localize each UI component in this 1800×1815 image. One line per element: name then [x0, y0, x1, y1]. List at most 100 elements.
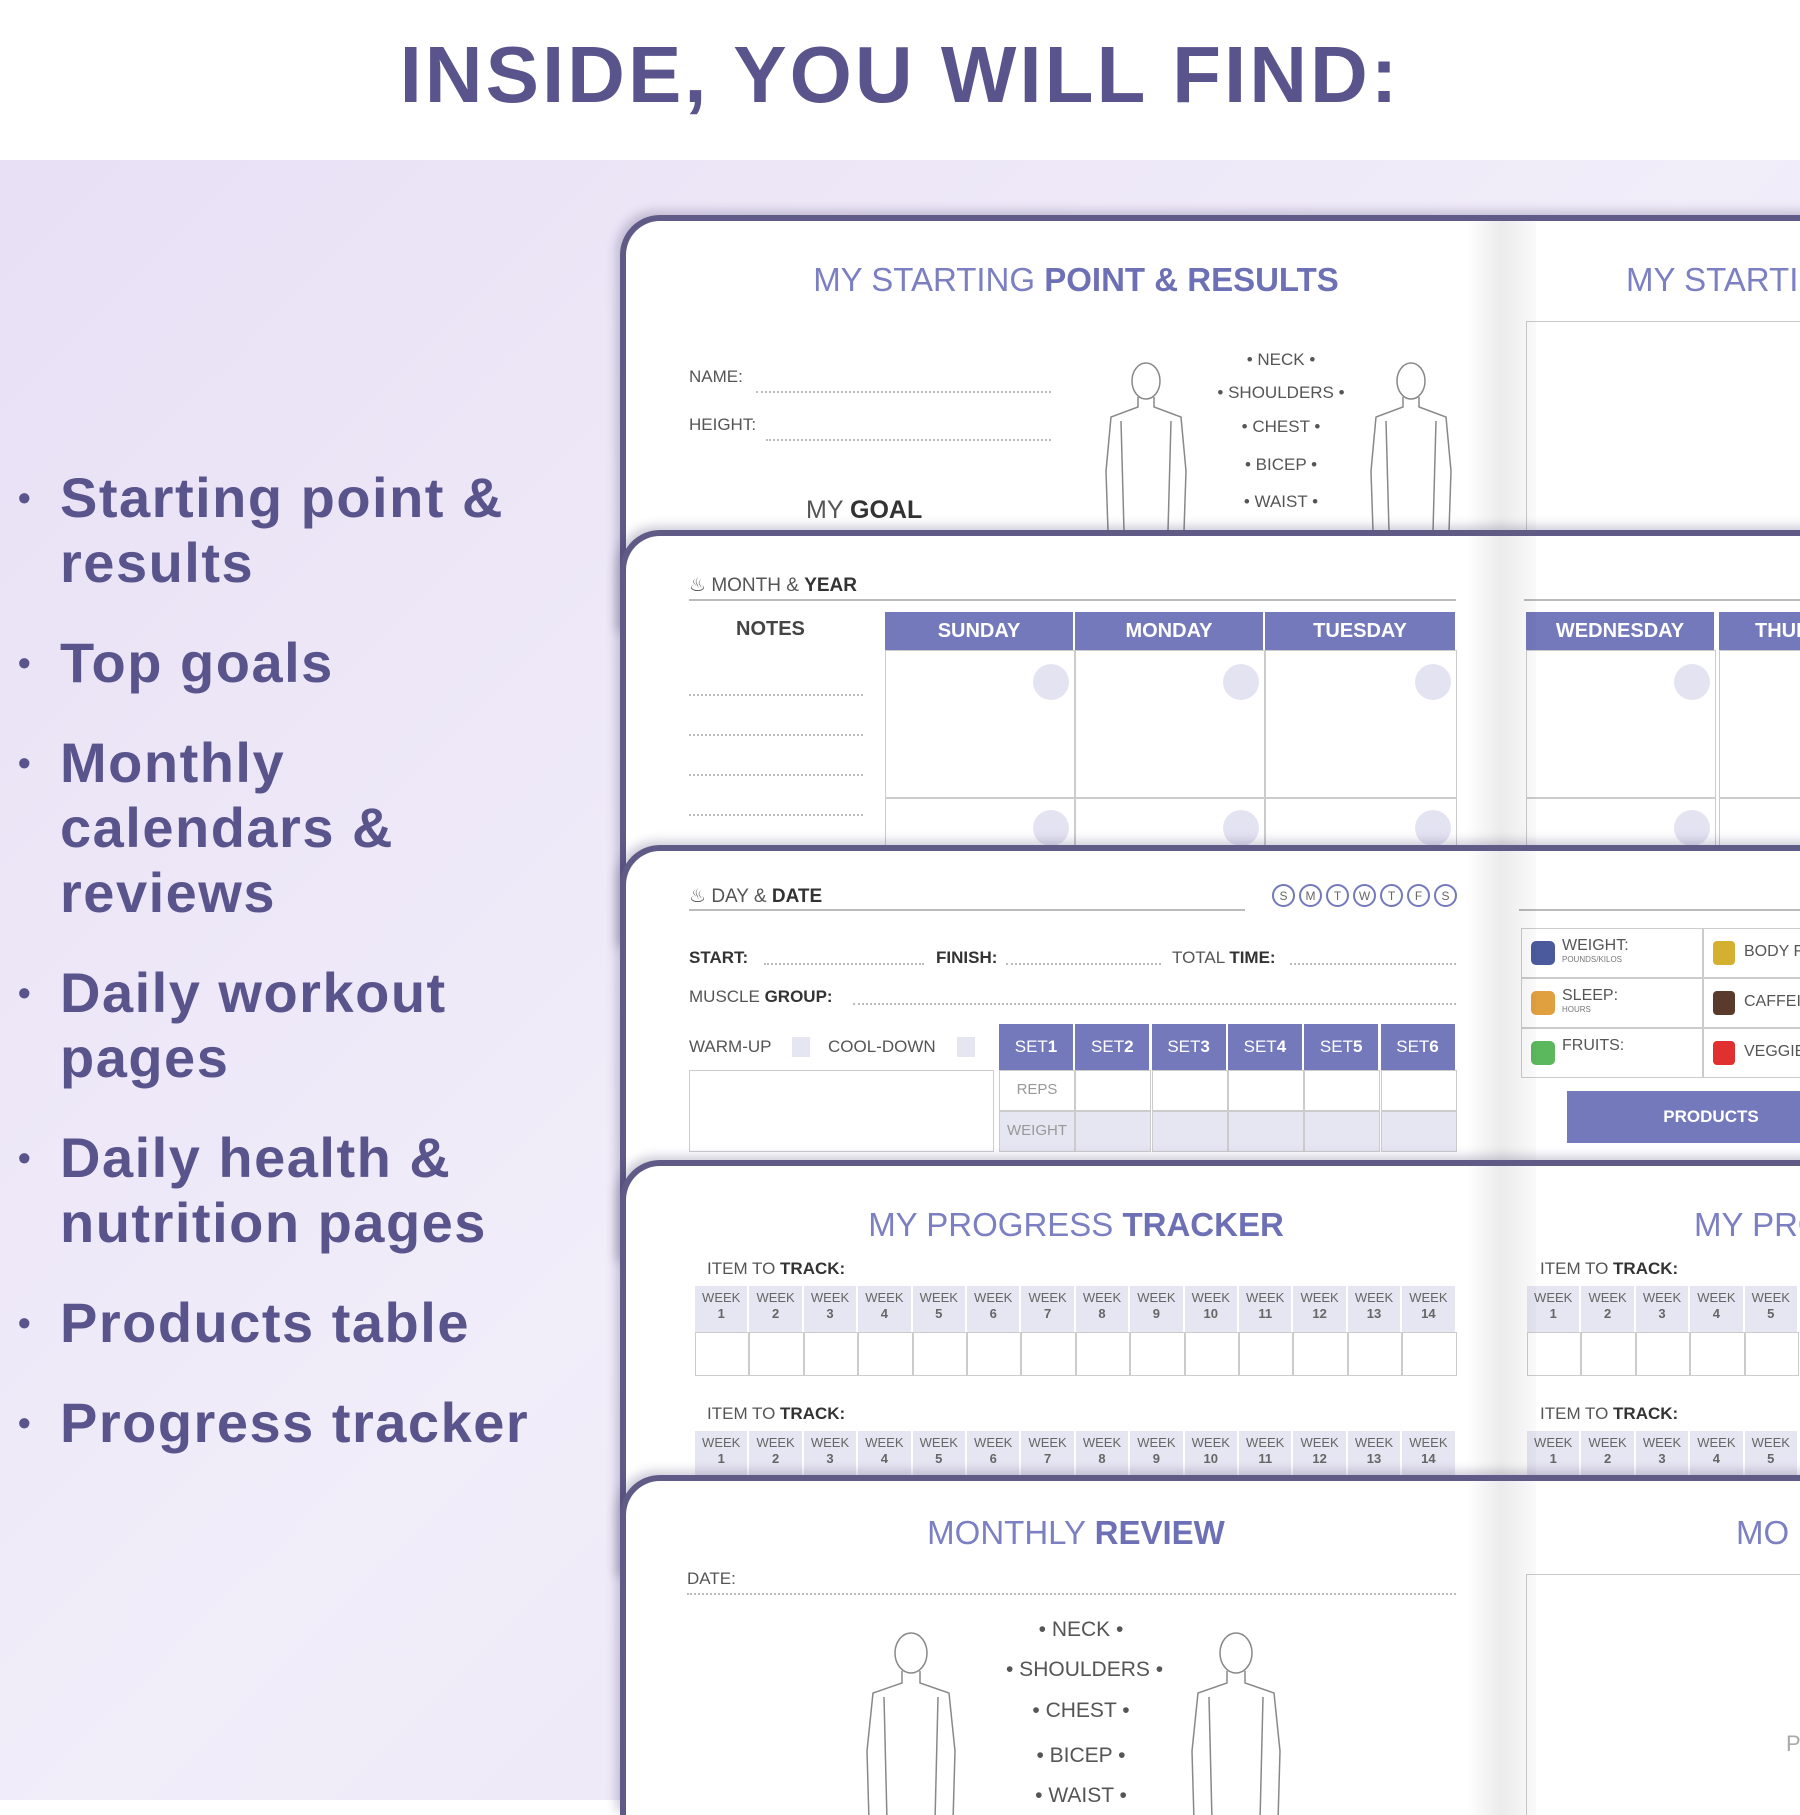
flame-icon: ♨ [689, 886, 712, 907]
weekday-circle[interactable]: F [1407, 884, 1430, 907]
exercise-cell[interactable] [689, 1070, 994, 1152]
notes-line[interactable] [689, 734, 863, 736]
measurement-label: • CHEST • [1032, 1699, 1130, 1722]
week-number: 13 [1366, 1306, 1382, 1321]
weight-cell[interactable] [1304, 1111, 1381, 1152]
week-cell[interactable] [1527, 1332, 1582, 1376]
health-label: FRUITS: [1562, 1037, 1625, 1054]
week-cell[interactable] [1690, 1332, 1745, 1376]
week-cell[interactable] [695, 1332, 750, 1376]
week-cell[interactable] [912, 1332, 967, 1376]
review-title: MONTHLY REVIEW [927, 1514, 1225, 1551]
weekday-circle[interactable]: M [1299, 884, 1322, 907]
weight-cell[interactable] [1227, 1111, 1304, 1152]
total-time-line[interactable] [1290, 963, 1456, 965]
flame-icon: ♨ [689, 575, 712, 596]
health-field-sleep[interactable]: SLEEP: HOURS [1521, 978, 1703, 1028]
week-label: WEEK [1697, 1435, 1736, 1450]
tracker-title: MY PROGRESS TRACKER [868, 1206, 1284, 1243]
week-cell[interactable] [1635, 1332, 1691, 1376]
week-label: WEEK [1409, 1435, 1448, 1450]
reps-cell[interactable] [1075, 1070, 1152, 1111]
reps-cell[interactable]: REPS [999, 1070, 1075, 1111]
reps-cell[interactable] [1151, 1070, 1228, 1111]
week-number: 12 [1312, 1451, 1327, 1466]
week-number: 3 [1658, 1306, 1666, 1321]
week-cell[interactable] [967, 1332, 1022, 1376]
health-field-weight[interactable]: WEIGHT: POUNDS/KILOS [1521, 928, 1703, 978]
notes-line[interactable] [689, 814, 863, 816]
start-line[interactable] [764, 963, 924, 965]
body-figure-back [1370, 362, 1452, 531]
weight-cell[interactable]: WEIGHT [999, 1111, 1075, 1152]
week-number: 6 [989, 1306, 997, 1321]
week-label: WEEK [1082, 1290, 1122, 1305]
date-circle [1223, 810, 1259, 846]
date-line[interactable] [687, 1593, 1456, 1595]
week-cell[interactable] [749, 1332, 804, 1376]
name-label: NAME: [689, 367, 743, 386]
week-cell[interactable] [1184, 1332, 1239, 1376]
health-field-right[interactable]: VEGGIE [1703, 1028, 1800, 1078]
health-field-right[interactable]: CAFFEI [1703, 978, 1800, 1028]
weekday-circle[interactable]: T [1326, 884, 1349, 907]
weight-cell[interactable] [1151, 1111, 1228, 1152]
day-cell[interactable] [885, 650, 1075, 798]
moon-icon [1531, 991, 1555, 1015]
health-label: SLEEP: [1562, 987, 1619, 1004]
name-line[interactable] [756, 391, 1051, 393]
day-cell[interactable] [1265, 650, 1457, 798]
height-line[interactable] [766, 439, 1051, 441]
week-cell[interactable] [1239, 1332, 1294, 1376]
week-number: 11 [1258, 1306, 1273, 1321]
cooldown-checkbox[interactable] [957, 1037, 975, 1057]
finish-line[interactable] [1006, 963, 1161, 965]
weekday-circle[interactable]: T [1380, 884, 1403, 907]
week-cell[interactable] [803, 1332, 859, 1376]
week-cell[interactable] [1130, 1332, 1185, 1376]
week-cell[interactable] [1744, 1332, 1799, 1376]
muscle-group-line[interactable] [853, 1003, 1456, 1005]
day-cell[interactable] [1719, 650, 1800, 798]
day-cell[interactable] [1075, 650, 1265, 798]
week-label: WEEK [1137, 1290, 1176, 1305]
week-header: WEEK 9 [1130, 1431, 1185, 1477]
weekday-circle[interactable]: S [1434, 884, 1457, 907]
week-label: WEEK [1534, 1290, 1573, 1305]
reps-cell[interactable] [1380, 1070, 1457, 1111]
page-title: INSIDE, YOU WILL FIND: [399, 30, 1401, 119]
notes-line[interactable] [689, 774, 863, 776]
health-field-right[interactable]: BODY F [1703, 928, 1800, 978]
week-label: WEEK [1588, 1435, 1627, 1450]
reps-cell[interactable] [1304, 1070, 1381, 1111]
notes-line[interactable] [689, 694, 863, 696]
week-label: WEEK [1028, 1435, 1067, 1450]
week-cell[interactable] [858, 1332, 913, 1376]
week-cell[interactable] [1075, 1332, 1131, 1376]
weight-cell[interactable] [1075, 1111, 1152, 1152]
week-label: WEEK [1751, 1435, 1790, 1450]
warmup-checkbox[interactable] [792, 1037, 810, 1057]
week-cell[interactable] [1293, 1332, 1348, 1376]
weekday-circle[interactable]: W [1353, 884, 1376, 907]
health-field-fruits[interactable]: FRUITS: [1521, 1028, 1703, 1078]
week-cell[interactable] [1402, 1332, 1457, 1376]
date-circle [1223, 664, 1259, 700]
week-header: WEEK 5 [912, 1431, 967, 1477]
week-number: 1 [717, 1306, 725, 1321]
weekday-circle[interactable]: S [1272, 884, 1295, 907]
warmup-label: WARM-UP [689, 1037, 772, 1056]
review-right-title: MO [1736, 1514, 1790, 1551]
feature-item: Monthly calendars & reviews [18, 730, 538, 925]
week-number: 4 [1712, 1306, 1720, 1321]
week-number: 7 [1043, 1306, 1052, 1321]
week-cell[interactable] [1581, 1332, 1636, 1376]
week-cell[interactable] [1347, 1332, 1403, 1376]
reps-cell[interactable] [1227, 1070, 1304, 1111]
day-cell[interactable] [1526, 650, 1716, 798]
month-line-right [1524, 599, 1800, 601]
week-cell[interactable] [1021, 1332, 1076, 1376]
health-sublabel: POUNDS/KILOS [1562, 955, 1623, 964]
weight-cell[interactable] [1380, 1111, 1457, 1152]
week-label: WEEK [1137, 1435, 1176, 1450]
